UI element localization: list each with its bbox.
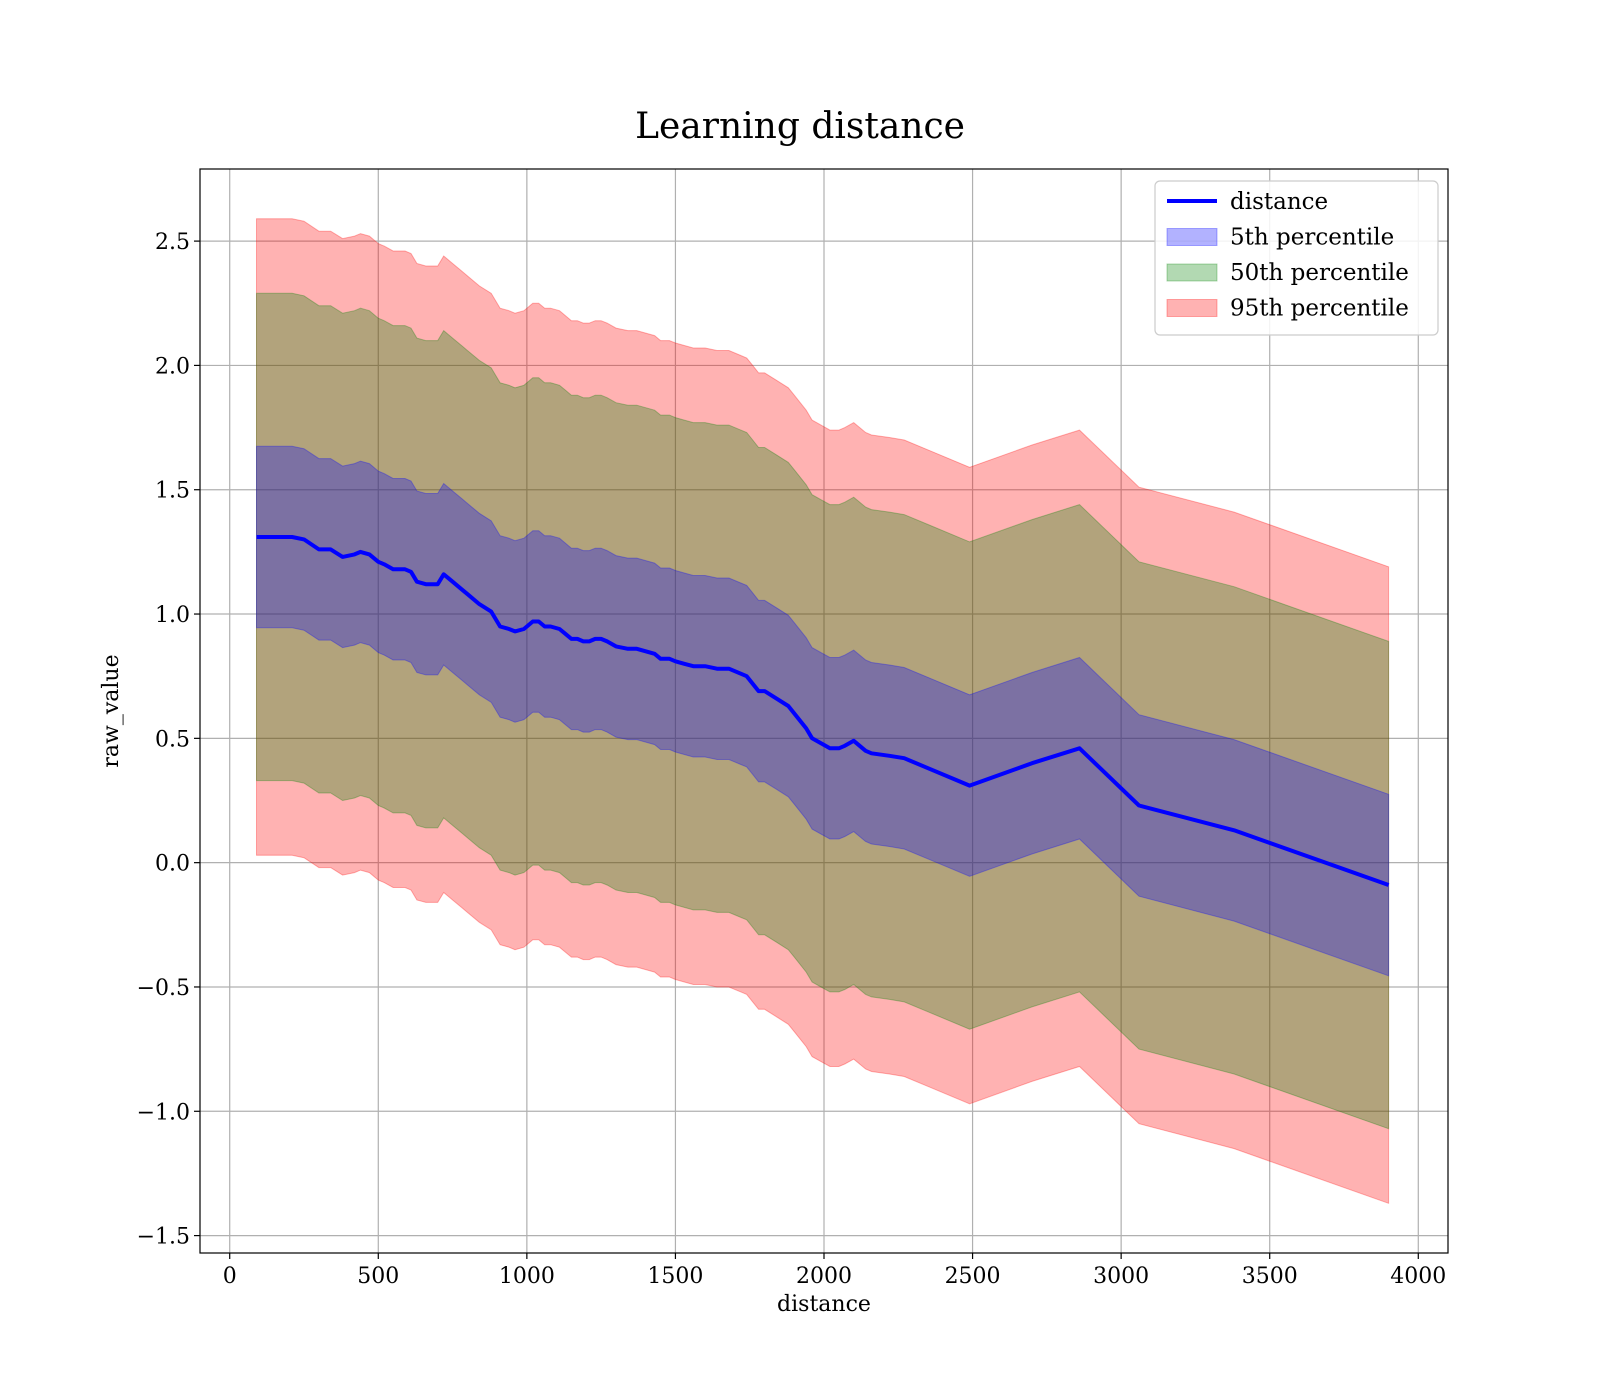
y-tick-label: 2.0: [155, 354, 190, 379]
y-tick-label: −1.0: [137, 1100, 190, 1125]
x-tick-label: 2000: [796, 1264, 852, 1289]
x-tick-label: 2500: [945, 1264, 1001, 1289]
y-tick-label: 2.5: [155, 230, 190, 255]
x-tick-label: 1000: [499, 1264, 555, 1289]
legend-swatch: [1166, 228, 1218, 246]
legend-label: 50th percentile: [1230, 260, 1409, 286]
band-50th-percentile: [256, 292, 1390, 1130]
y-tick-label: 0.5: [155, 727, 190, 752]
legend-swatch: [1166, 263, 1218, 282]
axis-ticks: 0 500 1000 1500 2000 2500 3000 3500 4000 −1.5 −1.0…: [137, 230, 1447, 1289]
x-tick-label: 1500: [647, 1264, 703, 1289]
legend: distance 5th percentile 50th percentile 95t…: [1154, 180, 1439, 336]
y-tick-label: 0.0: [155, 852, 190, 877]
legend-label: 95th percentile: [1230, 296, 1409, 322]
x-axis-label: distance: [777, 1292, 871, 1317]
y-axis-label: raw_value: [99, 654, 124, 767]
chart-title: Learning distance: [635, 106, 965, 147]
y-tick-label: −0.5: [137, 976, 190, 1001]
x-tick-label: 3000: [1093, 1264, 1149, 1289]
band-95th-percentile: [256, 218, 1390, 1205]
x-tick-label: 3500: [1242, 1264, 1298, 1289]
line-distance: [256, 535, 1390, 887]
series-lines: [256, 535, 1390, 887]
legend-label: distance: [1230, 189, 1328, 215]
y-tick-label: 1.5: [155, 479, 190, 504]
x-tick-label: 4000: [1390, 1264, 1446, 1289]
legend-swatch: [1166, 299, 1218, 317]
band-5th-percentile: [256, 445, 1390, 977]
legend-label: 5th percentile: [1230, 225, 1394, 251]
x-tick-label: 500: [357, 1264, 399, 1289]
legend-box: [1154, 180, 1439, 336]
grid: [200, 169, 1448, 1253]
x-tick-label: 0: [223, 1264, 237, 1289]
percentile-bands: [256, 218, 1390, 1205]
y-tick-label: −1.5: [137, 1225, 190, 1250]
y-tick-label: 1.0: [155, 603, 190, 628]
